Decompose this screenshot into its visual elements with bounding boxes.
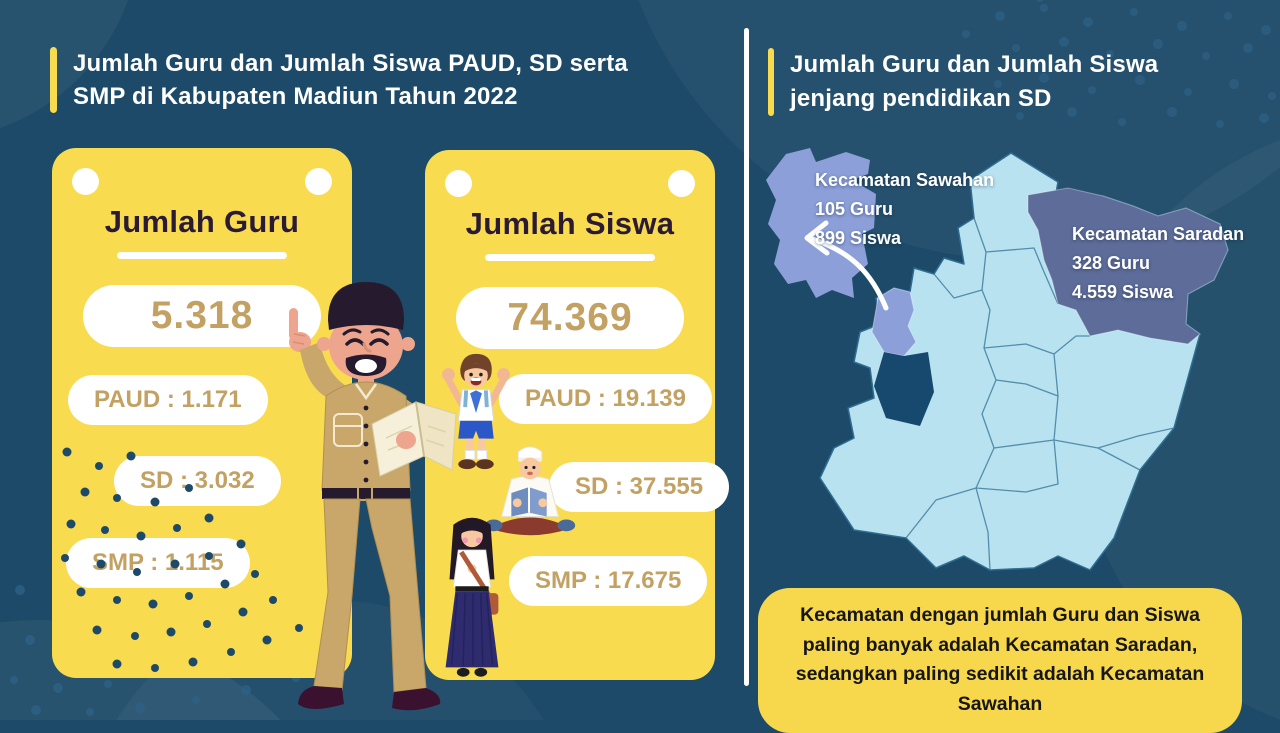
saradan-label: Kecamatan Saradan 328 Guru 4.559 Siswa (1072, 220, 1244, 307)
left-panel-title: Jumlah Guru dan Jumlah Siswa PAUD, SD se… (50, 47, 710, 113)
guru-paud-stat: PAUD : 1.171 (68, 375, 268, 425)
siswa-card-title: Jumlah Siswa (465, 206, 675, 241)
card-hole (72, 168, 99, 195)
siswa-paud-stat: PAUD : 19.139 (499, 374, 712, 424)
title-accent-bar (768, 48, 774, 116)
reading-boy-illustration (484, 446, 576, 536)
siswa-smp-stat: SMP : 17.675 (509, 556, 708, 606)
sawahan-label: Kecamatan Sawahan 105 Guru 899 Siswa (815, 166, 994, 253)
right-panel-title: Jumlah Guru dan Jumlah Siswa jenjang pen… (768, 48, 1248, 116)
guru-card: Jumlah Guru 5.318 PAUD : 1.171 SD : 3.03… (52, 148, 352, 678)
title-accent-bar (50, 47, 57, 113)
guru-total: 5.318 (83, 285, 321, 347)
sawahan-siswa: 899 Siswa (815, 228, 902, 248)
left-title-line1: Jumlah Guru dan Jumlah Siswa PAUD, SD se… (73, 50, 628, 77)
siswa-total: 74.369 (456, 287, 684, 349)
siswa-sd-stat: SD : 37.555 (549, 462, 730, 512)
card-underline (485, 254, 655, 261)
dot-pattern-top-right (958, 0, 1276, 128)
card-hole (445, 170, 472, 197)
guru-sd-stat: SD : 3.032 (114, 456, 281, 506)
card-underline (117, 252, 287, 259)
teacher-illustration (289, 282, 457, 711)
card-hole (305, 168, 332, 195)
madiun-map-svg (766, 148, 1229, 571)
guru-card-title: Jumlah Guru (104, 204, 300, 239)
sawahan-name: Kecamatan Sawahan (815, 170, 995, 190)
map-sawahan-inset (766, 148, 876, 298)
guru-smp-stat: SMP : 1.115 (66, 538, 250, 588)
sawahan-guru: 105 Guru (815, 199, 894, 219)
cheering-boy-illustration (442, 353, 510, 470)
saradan-guru: 328 Guru (1072, 253, 1151, 273)
madiun-map: Kecamatan Sawahan 105 Guru 899 Siswa Kec… (758, 140, 1278, 592)
card-hole (668, 170, 695, 197)
saradan-name: Kecamatan Saradan (1072, 224, 1245, 244)
panel-divider (744, 28, 749, 686)
conclusion-note: Kecamatan dengan jumlah Guru dan Siswa p… (758, 588, 1242, 733)
map-region-enclave (874, 352, 934, 426)
curved-arrow-icon (804, 220, 889, 311)
saradan-siswa: 4.559 Siswa (1072, 282, 1174, 302)
right-title-line1: Jumlah Guru dan Jumlah Siswa (790, 51, 1159, 78)
right-title-line2: jenjang pendidikan SD (790, 85, 1052, 112)
girl-student-illustration (445, 517, 499, 677)
conclusion-note-text: Kecamatan dengan jumlah Guru dan Siswa p… (795, 604, 1205, 715)
map-region-saradan (1027, 187, 1229, 345)
left-title-line2: SMP di Kabupaten Madiun Tahun 2022 (73, 83, 518, 110)
